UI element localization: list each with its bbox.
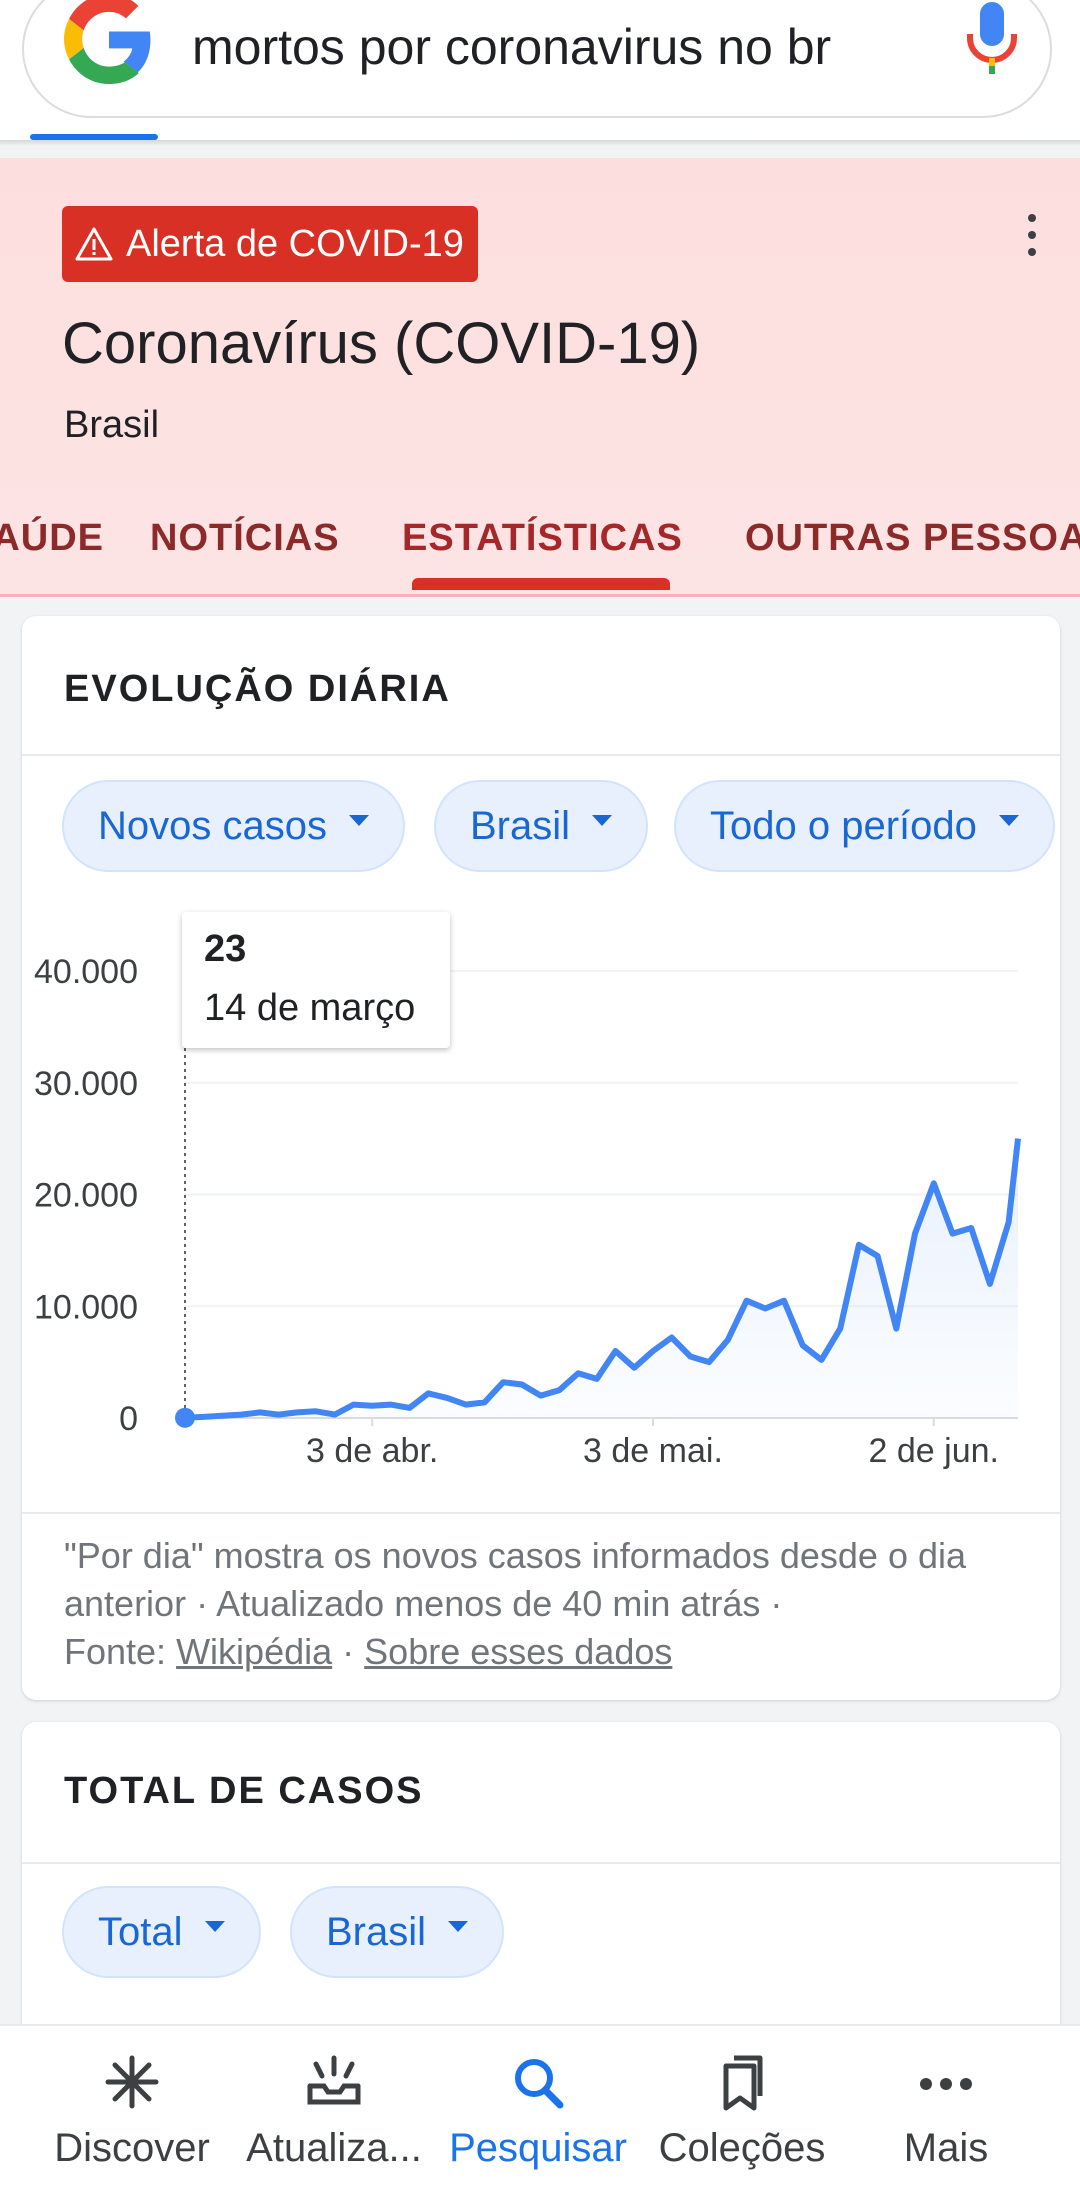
y-tick-label: 40.000 — [34, 953, 138, 991]
bookmarks-icon — [723, 2055, 763, 2111]
alert-label: Alerta de COVID-19 — [126, 222, 464, 265]
search-bar-area: mortos por coronavirus no br — [0, 0, 1080, 145]
chart-footnote: "Por dia" mostra os novos casos informad… — [64, 1532, 1024, 1676]
search-bar-shadow — [0, 140, 1080, 146]
nav-label: Discover — [54, 2126, 210, 2170]
nav-label: Coleções — [658, 2126, 826, 2170]
total-cases-card: TOTAL DE CASOS Total Brasil — [22, 1722, 1060, 2052]
search-progress-indicator — [30, 134, 158, 140]
nav-updates[interactable]: Atualiza... — [234, 2026, 434, 2202]
source-prefix: Fonte: — [64, 1631, 167, 1672]
divider — [22, 754, 1060, 756]
divider — [22, 1512, 1060, 1514]
caret-down-icon — [448, 1920, 469, 1932]
mic-icon[interactable] — [962, 0, 1022, 82]
nav-more[interactable]: Mais — [846, 2026, 1046, 2202]
nav-discover[interactable]: Discover — [32, 2026, 232, 2202]
caret-down-icon — [998, 814, 1019, 826]
chip-label: Novos casos — [98, 803, 327, 848]
updates-icon — [307, 2055, 361, 2105]
covid-header: Alerta de COVID-19 Coronavírus (COVID-19… — [0, 158, 1080, 597]
y-tick-label: 20.000 — [34, 1177, 138, 1215]
x-tick-label: 2 de jun. — [869, 1432, 999, 1470]
nav-collections[interactable]: Coleções — [642, 2026, 842, 2202]
chip-label: Brasil — [470, 803, 571, 848]
chart-tooltip: 23 14 de março — [182, 912, 450, 1048]
search-box[interactable]: mortos por coronavirus no br — [22, 0, 1052, 118]
chip-label: Total — [98, 1909, 183, 1954]
selected-data-point[interactable] — [175, 1407, 195, 1428]
x-tick-label: 3 de abr. — [306, 1432, 438, 1470]
caret-down-icon — [592, 814, 613, 826]
tab-noticias[interactable]: NOTÍCIAS — [150, 517, 340, 559]
tab-estatisticas[interactable]: ESTATÍSTICAS — [402, 517, 683, 559]
nav-label: Mais — [903, 2126, 989, 2170]
y-tick-label: 30.000 — [34, 1065, 138, 1103]
nav-label: Pesquisar — [449, 2126, 627, 2170]
daily-evolution-card: EVOLUÇÃO DIÁRIA Novos casos Brasil Todo … — [22, 616, 1060, 1700]
more-horiz-icon — [920, 2078, 972, 2090]
nav-search[interactable]: Pesquisar — [438, 2026, 638, 2202]
caret-down-icon — [348, 814, 369, 826]
series-area — [185, 1138, 1018, 1418]
tooltip-date: 14 de março — [204, 987, 416, 1029]
search-icon — [515, 2059, 564, 2109]
active-tab-indicator — [412, 578, 670, 590]
y-tick-label: 0 — [119, 1400, 138, 1438]
x-tick-label: 3 de mai. — [583, 1432, 723, 1470]
y-tick-label: 10.000 — [34, 1288, 138, 1326]
region-dropdown[interactable]: Brasil — [434, 780, 649, 872]
about-data-link[interactable]: Sobre esses dados — [364, 1631, 673, 1672]
card-title: TOTAL DE CASOS — [64, 1770, 424, 1812]
more-vert-icon[interactable] — [1022, 210, 1042, 260]
asterisk-icon — [105, 2055, 159, 2109]
nav-label: Atualiza... — [246, 2126, 422, 2170]
footnote-separator: · — [342, 1631, 355, 1672]
tooltip-value: 23 — [204, 928, 247, 970]
region-dropdown[interactable]: Brasil — [290, 1886, 505, 1978]
daily-cases-chart[interactable]: 0 10.000 20.000 30.000 40.000 3 de abr. 3 de m… — [22, 616, 1060, 1476]
caret-down-icon — [204, 1920, 225, 1932]
covid-tabs: SAÚDE NOTÍCIAS ESTATÍSTICAS OUTRAS PESSO… — [0, 498, 1080, 594]
chip-label: Brasil — [326, 1909, 427, 1954]
tab-saude[interactable]: SAÚDE — [0, 517, 105, 559]
series-line — [184, 1138, 1021, 1421]
total-dropdown[interactable]: Total — [62, 1886, 261, 1978]
search-input[interactable]: mortos por coronavirus no br — [192, 19, 832, 75]
region-label: Brasil — [64, 404, 160, 446]
warning-icon — [75, 227, 113, 261]
page-title: Coronavírus (COVID-19) — [62, 311, 701, 376]
period-dropdown[interactable]: Todo o período — [674, 780, 1055, 872]
google-logo — [64, 0, 151, 84]
wikipedia-link[interactable]: Wikipédia — [176, 1631, 333, 1672]
metric-dropdown[interactable]: Novos casos — [62, 780, 405, 872]
covid-alert-badge[interactable]: Alerta de COVID-19 — [62, 206, 478, 282]
bottom-navigation: Discover Atualiza... Pesquisar Cole — [0, 2024, 1080, 2202]
chip-label: Todo o período — [710, 803, 977, 848]
card-title: EVOLUÇÃO DIÁRIA — [64, 668, 451, 710]
tab-outras-pessoas[interactable]: OUTRAS PESSOAS — [745, 517, 1080, 559]
footnote-text: "Por dia" mostra os novos casos informad… — [64, 1535, 967, 1624]
divider — [22, 1862, 1060, 1864]
